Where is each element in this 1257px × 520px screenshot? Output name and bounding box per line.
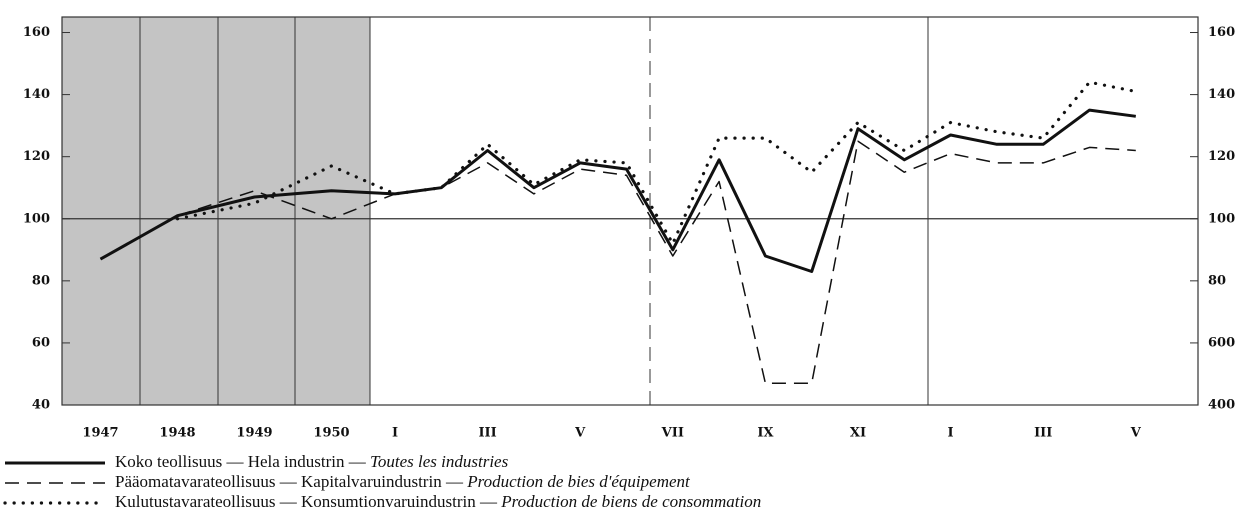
x-tick-label: V xyxy=(1130,426,1142,441)
y2-tick-label: 140 xyxy=(1208,87,1235,102)
y2-tick-label: 100 xyxy=(1208,211,1235,226)
x-tick-label: V xyxy=(574,426,586,441)
x-tick-label: I xyxy=(948,426,954,441)
series-line xyxy=(99,108,1136,273)
separators xyxy=(139,17,929,405)
y-tick-label: 80 xyxy=(32,273,50,288)
y-tick-label: 40 xyxy=(32,398,50,413)
y2-tick-label: 120 xyxy=(1208,149,1235,164)
x-tick-label: IX xyxy=(757,426,774,441)
x-tick-label: 1950 xyxy=(313,426,349,441)
series-line xyxy=(175,80,1138,246)
x-tick-label: III xyxy=(1034,426,1052,441)
y-tick-label: 60 xyxy=(32,335,50,350)
x-tick-label: XI xyxy=(850,426,866,441)
y2-tick-label: 400 xyxy=(1208,398,1235,413)
y2-tick-label: 160 xyxy=(1208,25,1235,40)
x-tick-label: 1948 xyxy=(159,426,195,441)
legend-label: Pääomatavarateollisuus — Kapitalvaruindu… xyxy=(115,472,691,491)
x-tick-label: I xyxy=(392,426,398,441)
series-line xyxy=(100,140,1136,385)
legend-name-fr: Production de biens de consommation xyxy=(500,492,761,511)
x-tick-label: 1949 xyxy=(236,426,272,441)
y-tick-label: 140 xyxy=(23,87,50,102)
y2-tick-label: 600 xyxy=(1208,335,1235,350)
legend-name: Pääomatavarateollisuus — Kapitalvaruindu… xyxy=(115,472,464,491)
x-tick-label: III xyxy=(478,426,496,441)
legend-name-fr: Production de bies d'équipement xyxy=(466,472,691,491)
annual-shade xyxy=(62,17,370,405)
y-tick-label: 120 xyxy=(23,149,50,164)
legend-name-fr: Toutes les industries xyxy=(370,452,509,471)
x-tick-label: 1947 xyxy=(82,426,118,441)
legend-label: Koko teollisuus — Hela industrin — Toute… xyxy=(115,452,509,471)
legend-name: Kulutustavarateollisuus — Konsumtionvaru… xyxy=(115,492,498,511)
x-tick-label: VII xyxy=(661,426,684,441)
y-tick-label: 100 xyxy=(23,211,50,226)
y-tick-label: 160 xyxy=(23,25,50,40)
legend-name: Koko teollisuus — Hela industrin — xyxy=(115,452,367,471)
y2-tick-label: 80 xyxy=(1208,273,1226,288)
legend-label: Kulutustavarateollisuus — Konsumtionvaru… xyxy=(115,492,761,511)
plot-frame xyxy=(61,16,1199,406)
